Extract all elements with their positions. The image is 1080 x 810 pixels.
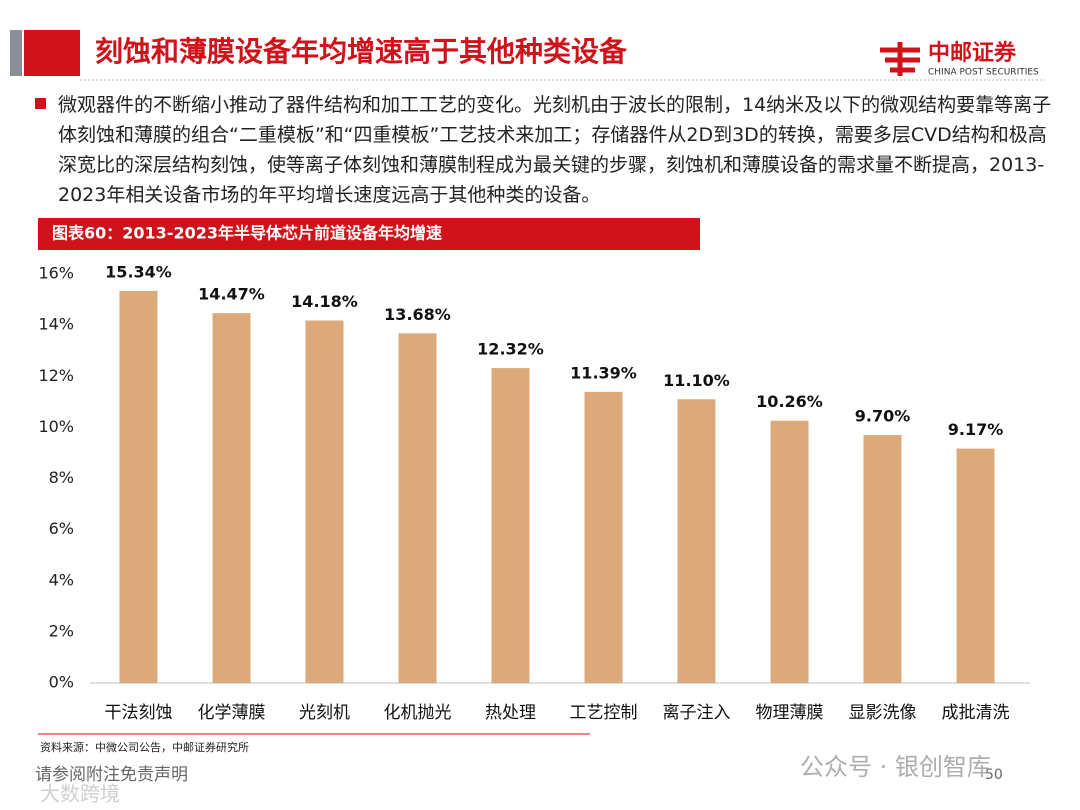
x-tick-label: 显影洗像 (849, 703, 917, 723)
y-tick-label: 2% (49, 621, 74, 640)
page-number: 50 (985, 767, 1003, 783)
header-bar-gray (10, 30, 22, 76)
watermark: 大数跨境 (40, 782, 120, 806)
y-tick-label: 10% (38, 417, 74, 436)
bullet-marker (35, 98, 46, 109)
bar (212, 313, 251, 683)
x-tick-label: 热处理 (485, 703, 536, 723)
value-label: 14.18% (291, 292, 358, 311)
watermark: 公众号 · 银创智库 (800, 753, 991, 781)
value-label: 12.32% (477, 340, 544, 359)
value-label: 13.68% (384, 305, 451, 324)
bar (491, 368, 530, 683)
header-title: 刻蚀和薄膜设备年均增速高于其他种类设备 (95, 35, 628, 68)
value-label: 11.39% (570, 363, 637, 382)
bar (119, 290, 158, 683)
bar (677, 399, 716, 683)
logo-icon (880, 42, 920, 76)
y-tick-label: 8% (49, 468, 74, 487)
value-label: 15.34% (105, 262, 172, 281)
bar (863, 435, 902, 683)
x-tick-label: 物理薄膜 (756, 703, 824, 723)
chart-banner (38, 218, 700, 250)
bar (398, 333, 437, 683)
y-tick-label: 14% (38, 315, 74, 334)
y-tick-label: 16% (38, 264, 74, 283)
source: 资料来源：中微公司公告，中邮证券研究所 (40, 740, 249, 754)
x-tick-label: 工艺控制 (570, 703, 638, 723)
chart-title: 图表60：2013-2023年半导体芯片前道设备年均增速 (52, 224, 442, 243)
y-tick-label: 0% (49, 673, 74, 692)
bar (770, 420, 809, 683)
y-tick-label: 4% (49, 570, 74, 589)
value-label: 10.26% (756, 392, 823, 411)
y-tick-label: 12% (38, 366, 74, 385)
x-tick-label: 干法刻蚀 (105, 703, 173, 723)
header-bar-red (24, 30, 80, 76)
value-label: 11.10% (663, 371, 730, 390)
x-tick-label: 成批清洗 (942, 703, 1010, 723)
value-label: 9.70% (855, 407, 911, 426)
disclaimer: 请参阅附注免责声明 (35, 765, 188, 785)
value-label: 14.47% (198, 285, 265, 304)
logo-cn: 中邮证券 (928, 40, 1017, 66)
bar (584, 391, 623, 683)
x-tick-label: 光刻机 (299, 703, 350, 723)
x-tick-label: 化机抛光 (384, 703, 452, 723)
value-label: 9.17% (948, 420, 1004, 439)
logo-en: CHINA POST SECURITIES (928, 68, 1039, 78)
y-tick-label: 6% (49, 519, 74, 538)
bullet-text: 微观器件的不断缩小推动了器件结构和加工工艺的变化。光刻机由于波长的限制，14纳米… (58, 94, 1052, 206)
bar (956, 448, 995, 683)
x-tick-label: 化学薄膜 (198, 703, 266, 723)
bar (305, 320, 344, 683)
x-tick-label: 离子注入 (663, 703, 731, 723)
